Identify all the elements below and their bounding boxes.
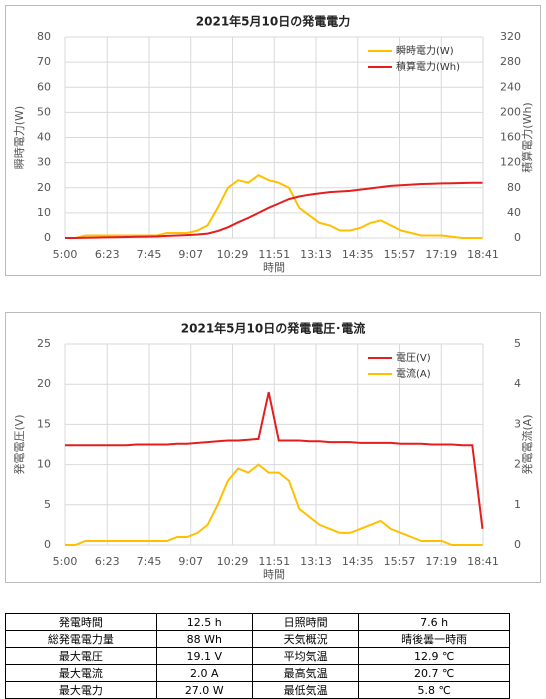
x-tick-label: 14:35 bbox=[342, 248, 374, 261]
x-tick-label: 17:19 bbox=[425, 248, 457, 261]
x-tick-label: 17:19 bbox=[425, 555, 457, 568]
y-tick-label: 30 bbox=[37, 156, 51, 169]
summary-table: 発電時間 12.5 h 日照時間 7.6 h 総発電電力量 88 Wh 天気概況 晴後曇一時雨… bbox=[5, 613, 510, 699]
y2-tick-label: 5 bbox=[514, 337, 521, 350]
y2-axis-label: 発電電流(A) bbox=[520, 414, 534, 474]
label-cell: 最低気温 bbox=[251, 681, 360, 699]
y-tick-label: 20 bbox=[37, 377, 51, 390]
x-tick-label: 13:13 bbox=[300, 248, 332, 261]
series-line bbox=[65, 181, 483, 239]
y2-tick-label: 240 bbox=[500, 80, 521, 93]
series-line bbox=[65, 463, 483, 546]
x-tick-label: 5:00 bbox=[53, 555, 78, 568]
y-tick-label: 0 bbox=[44, 538, 51, 551]
chart-frame bbox=[5, 312, 541, 583]
table-row: 発電時間 12.5 h 日照時間 7.6 h bbox=[5, 613, 510, 631]
value-cell: 12.5 h bbox=[155, 613, 253, 631]
series-line bbox=[65, 174, 483, 239]
y-tick-label: 40 bbox=[37, 131, 51, 144]
x-tick-label: 11:51 bbox=[258, 555, 290, 568]
y2-tick-label: 320 bbox=[500, 30, 521, 43]
label-cell: 天気概況 bbox=[251, 630, 360, 648]
y-tick-label: 5 bbox=[44, 498, 51, 511]
value-cell: 晴後曇一時雨 bbox=[358, 630, 510, 648]
y2-tick-label: 40 bbox=[507, 206, 521, 219]
legend-label: 電流(A) bbox=[396, 367, 431, 380]
label-cell: 最高気温 bbox=[251, 664, 360, 682]
x-tick-label: 11:51 bbox=[258, 248, 290, 261]
label-cell: 日照時間 bbox=[251, 613, 360, 631]
value-cell: 19.1 V bbox=[155, 647, 253, 665]
x-tick-label: 15:57 bbox=[384, 248, 416, 261]
x-tick-label: 7:45 bbox=[137, 555, 162, 568]
label-cell: 最大電流 bbox=[5, 664, 157, 682]
y-tick-label: 70 bbox=[37, 55, 51, 68]
y-tick-label: 10 bbox=[37, 458, 51, 471]
value-cell: 20.7 ℃ bbox=[358, 664, 510, 682]
value-cell: 7.6 h bbox=[358, 613, 510, 631]
x-tick-label: 9:07 bbox=[178, 248, 203, 261]
legend-label: 積算電力(Wh) bbox=[396, 60, 460, 73]
charts: 2021年5月10日の発電電力0102030405060708004080120… bbox=[5, 5, 541, 583]
value-cell: 27.0 W bbox=[155, 681, 253, 699]
series-line bbox=[65, 391, 484, 530]
value-cell: 2.0 A bbox=[155, 664, 253, 682]
y-tick-label: 80 bbox=[37, 30, 51, 43]
y-tick-label: 20 bbox=[37, 181, 51, 194]
y2-tick-label: 200 bbox=[500, 105, 521, 118]
y-axis-label: 瞬時電力(W) bbox=[13, 106, 26, 169]
table-row: 最大電圧 19.1 V 平均気温 12.9 ℃ bbox=[5, 647, 510, 665]
x-tick-label: 14:35 bbox=[342, 555, 374, 568]
x-tick-label: 13:13 bbox=[300, 555, 332, 568]
x-tick-label: 15:57 bbox=[384, 555, 416, 568]
label-cell: 発電時間 bbox=[5, 613, 157, 631]
x-axis-label: 時間 bbox=[263, 261, 285, 274]
y2-tick-label: 120 bbox=[500, 156, 521, 169]
y2-tick-label: 80 bbox=[507, 181, 521, 194]
label-cell: 平均気温 bbox=[251, 647, 360, 665]
y-tick-label: 25 bbox=[37, 337, 51, 350]
y-tick-label: 50 bbox=[37, 105, 51, 118]
x-tick-label: 10:29 bbox=[217, 555, 249, 568]
y2-tick-label: 2 bbox=[514, 458, 521, 471]
y2-tick-label: 280 bbox=[500, 55, 521, 68]
legend-label: 電圧(V) bbox=[396, 352, 431, 364]
y-tick-label: 0 bbox=[44, 231, 51, 244]
y2-axis-label: 積算電力(Wh) bbox=[520, 102, 534, 172]
x-tick-label: 9:07 bbox=[178, 555, 203, 568]
x-tick-label: 18:41 bbox=[467, 248, 499, 261]
x-tick-label: 10:29 bbox=[217, 248, 249, 261]
x-tick-label: 5:00 bbox=[53, 248, 78, 261]
chart-title: 2021年5月10日の発電電圧･電流 bbox=[181, 321, 365, 336]
y-tick-label: 60 bbox=[37, 80, 51, 93]
chart-title: 2021年5月10日の発電電力 bbox=[196, 14, 350, 29]
x-tick-label: 7:45 bbox=[137, 248, 162, 261]
x-tick-label: 18:41 bbox=[467, 555, 499, 568]
x-tick-label: 6:23 bbox=[95, 555, 120, 568]
y2-tick-label: 1 bbox=[514, 498, 521, 511]
y2-tick-label: 0 bbox=[514, 538, 521, 551]
value-cell: 5.8 ℃ bbox=[358, 681, 510, 699]
y2-tick-label: 3 bbox=[514, 417, 521, 430]
y-tick-label: 15 bbox=[37, 417, 51, 430]
chart-frame bbox=[5, 5, 541, 276]
y2-tick-label: 160 bbox=[500, 131, 521, 144]
label-cell: 最大電力 bbox=[5, 681, 157, 699]
y-axis-label: 発電電圧(V) bbox=[12, 414, 26, 474]
y2-tick-label: 4 bbox=[514, 377, 521, 390]
table-row: 最大電力 27.0 W 最低気温 5.8 ℃ bbox=[5, 681, 510, 699]
label-cell: 総発電電力量 bbox=[5, 630, 157, 648]
table-row: 最大電流 2.0 A 最高気温 20.7 ℃ bbox=[5, 664, 510, 682]
legend-label: 瞬時電力(W) bbox=[396, 44, 454, 57]
y2-tick-label: 0 bbox=[514, 231, 521, 244]
value-cell: 88 Wh bbox=[155, 630, 253, 648]
value-cell: 12.9 ℃ bbox=[358, 647, 510, 665]
x-tick-label: 6:23 bbox=[95, 248, 120, 261]
y-tick-label: 10 bbox=[37, 206, 51, 219]
x-axis-label: 時間 bbox=[263, 568, 285, 581]
label-cell: 最大電圧 bbox=[5, 647, 157, 665]
table-row: 総発電電力量 88 Wh 天気概況 晴後曇一時雨 bbox=[5, 630, 510, 648]
